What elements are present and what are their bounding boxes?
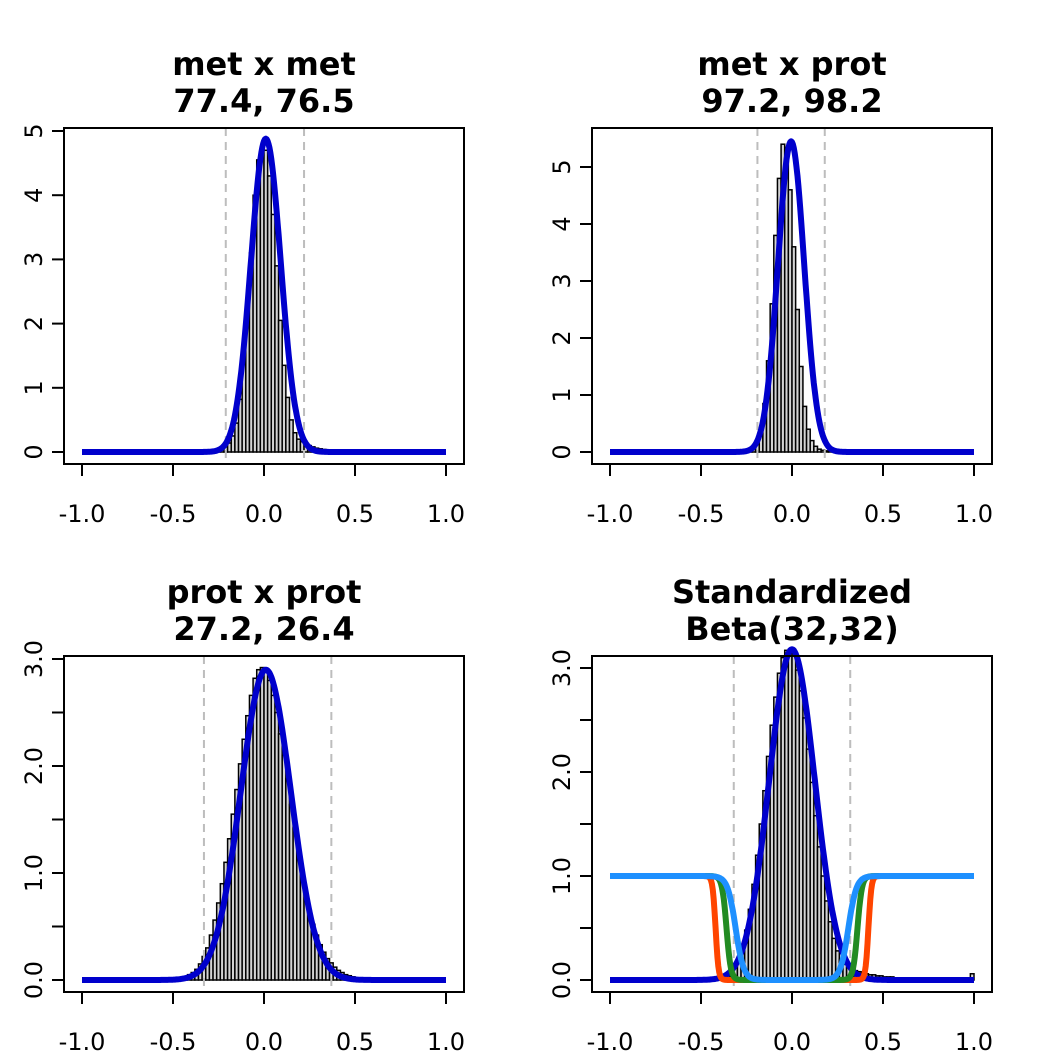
x-tick-label: 0.5 [336, 1028, 374, 1056]
y-tick-label: 0.0 [20, 961, 48, 999]
x-tick-label: -1.0 [587, 500, 634, 528]
x-tick-label: 0.0 [245, 500, 283, 528]
x-tick-label: 1.0 [955, 1028, 993, 1056]
panel-title-line-2: 77.4, 76.5 [173, 82, 354, 120]
density-curve [607, 138, 977, 455]
x-axis: -1.0 -0.5 0.0 0.5 1.0 [587, 991, 993, 1056]
panel-title-line-1: prot x prot [167, 573, 362, 611]
y-tick-label: 1 [20, 380, 48, 395]
y-tick-label: 2.0 [20, 747, 48, 785]
density-curve [79, 666, 449, 983]
panel-met-x-met: met x met 77.4, 76.5 -1.0 -0.5 0.0 0.5 1.0 0 1… [20, 45, 465, 528]
x-tick-label: 0.0 [245, 1028, 283, 1056]
x-tick-label: 0.5 [864, 1028, 902, 1056]
y-tick-label: 2 [20, 316, 48, 331]
y-axis: 0.0 1.0 2.0 3.0 [548, 649, 593, 999]
panel-title-line-1: met x prot [697, 45, 886, 83]
panel-title-line-2: 97.2, 98.2 [701, 82, 882, 120]
x-tick-label: 0.5 [336, 500, 374, 528]
y-tick-label: 3 [20, 252, 48, 267]
x-axis: -1.0 -0.5 0.0 0.5 1.0 [587, 463, 993, 528]
x-tick-label: -1.0 [59, 1028, 106, 1056]
panel-prot-x-prot: prot x prot 27.2, 26.4 -1.0 -0.5 0.0 0.5 1.0… [20, 573, 465, 1056]
x-tick-label: 1.0 [427, 1028, 465, 1056]
y-tick-label: 1 [548, 387, 576, 402]
x-axis: -1.0 -0.5 0.0 0.5 1.0 [59, 991, 465, 1056]
panel-title-line-1: met x met [172, 45, 356, 83]
y-tick-label: 1.0 [548, 857, 576, 895]
x-tick-label: 1.0 [427, 500, 465, 528]
y-tick-label: 3.0 [548, 649, 576, 687]
histogram-bars [743, 143, 841, 453]
y-tick-label: 4 [20, 188, 48, 203]
panel-title-line-1: Standardized [672, 573, 912, 611]
y-axis: 0.0 1.0 2.0 3.0 [20, 640, 65, 999]
y-axis: 0 1 2 3 4 5 [20, 123, 65, 460]
density-curve [607, 646, 977, 983]
y-tick-label: 5 [548, 159, 576, 174]
y-tick-label: 0 [548, 444, 576, 459]
x-tick-label: -0.5 [150, 500, 197, 528]
x-tick-label: 0.0 [773, 1028, 811, 1056]
panel-met-x-prot: met x prot 97.2, 98.2 -1.0 -0.5 0.0 0.5 1.0 0… [548, 45, 993, 528]
panel-title-line-2: 27.2, 26.4 [173, 610, 354, 648]
x-tick-label: -0.5 [150, 1028, 197, 1056]
y-tick-label: 0 [20, 444, 48, 459]
panel-standardized-beta: Standardized Beta(32,32) -1.0 -0.5 0.0 0.5 1… [548, 573, 993, 1056]
y-tick-label: 3.0 [20, 640, 48, 678]
panel-title-line-2: Beta(32,32) [685, 610, 898, 648]
y-tick-label: 0.0 [548, 961, 576, 999]
x-tick-label: 0.0 [773, 500, 811, 528]
x-tick-label: -1.0 [587, 1028, 634, 1056]
x-tick-label: -0.5 [678, 500, 725, 528]
y-axis: 0 1 2 3 4 5 [548, 159, 593, 460]
density-curve [79, 135, 449, 455]
y-tick-label: 3 [548, 273, 576, 288]
y-tick-label: 2 [548, 330, 576, 345]
histogram-bars [718, 648, 975, 981]
x-tick-label: -0.5 [678, 1028, 725, 1056]
y-tick-label: 4 [548, 216, 576, 231]
x-tick-label: -1.0 [59, 500, 106, 528]
sigmoid-curve [607, 873, 977, 983]
y-tick-label: 1.0 [20, 854, 48, 892]
y-tick-label: 5 [20, 123, 48, 138]
y-tick-label: 2.0 [548, 753, 576, 791]
x-axis: -1.0 -0.5 0.0 0.5 1.0 [59, 463, 465, 528]
x-tick-label: 0.5 [864, 500, 902, 528]
x-tick-label: 1.0 [955, 500, 993, 528]
